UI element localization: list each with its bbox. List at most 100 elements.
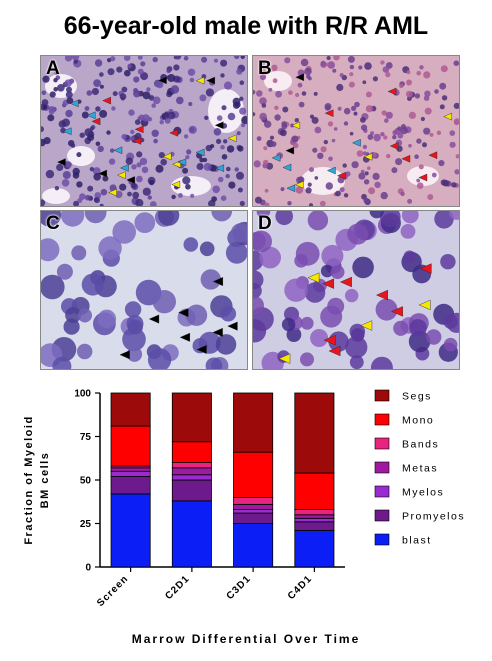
micrograph-panel-d: D — [252, 210, 460, 370]
cell-nucleus — [441, 95, 448, 101]
cell-marker-arrow — [62, 127, 72, 136]
cell-nucleus — [237, 187, 243, 193]
cell-nucleus — [408, 330, 431, 353]
cell-nucleus — [42, 104, 48, 110]
cell-nucleus — [171, 194, 176, 200]
cell-nucleus — [41, 211, 62, 227]
cell-nucleus — [152, 56, 158, 63]
cell-nucleus — [373, 133, 381, 142]
cell-nucleus — [89, 167, 95, 172]
cell-nucleus — [287, 201, 292, 206]
cell-nucleus — [372, 172, 380, 180]
micrograph-panel-c: C — [40, 210, 248, 370]
cell-nucleus — [199, 157, 205, 163]
cell-nucleus — [380, 60, 385, 65]
cell-nucleus — [97, 309, 117, 329]
legend-label: Bands — [402, 439, 439, 451]
cell-nucleus — [269, 135, 275, 140]
cell-nucleus — [236, 68, 243, 75]
cell-nucleus — [291, 135, 299, 143]
cell-marker-arrow — [282, 163, 292, 172]
cell-nucleus — [211, 211, 233, 222]
cell-nucleus — [253, 160, 261, 168]
cell-nucleus — [64, 56, 73, 62]
cell-marker-arrow — [323, 334, 336, 346]
cell-nucleus — [60, 211, 85, 227]
cell-nucleus — [183, 56, 189, 61]
cell-nucleus — [426, 329, 442, 345]
cell-marker-arrow — [286, 184, 296, 193]
cell-nucleus — [280, 129, 287, 137]
x-tick-label: C2D1 — [163, 573, 192, 602]
bar-segment — [294, 530, 335, 568]
cell-marker-arrow — [352, 139, 361, 147]
cell-nucleus — [85, 194, 91, 201]
cell-nucleus — [137, 68, 144, 75]
cell-nucleus — [239, 200, 245, 206]
cell-nucleus — [116, 66, 123, 73]
cell-nucleus — [362, 144, 368, 150]
cell-nucleus — [221, 105, 227, 111]
bar-segment — [171, 441, 212, 464]
cell-nucleus — [63, 318, 80, 335]
cell-nucleus — [57, 84, 65, 92]
panel-a-label: A — [46, 58, 60, 79]
cell-nucleus — [436, 130, 442, 135]
cell-nucleus — [241, 123, 246, 128]
cell-nucleus — [98, 236, 122, 260]
cell-nucleus — [41, 90, 47, 96]
cell-marker-arrow — [108, 188, 117, 197]
cell-nucleus — [52, 356, 72, 369]
cell-nucleus — [323, 139, 328, 145]
cell-nucleus — [347, 56, 355, 63]
cell-nucleus — [405, 90, 413, 98]
bar-segment — [171, 479, 212, 502]
cell-nucleus — [449, 141, 456, 148]
cell-nucleus — [136, 175, 143, 183]
cell-marker-arrow — [419, 263, 432, 274]
cell-marker-arrow — [271, 154, 281, 162]
cell-nucleus — [236, 171, 244, 180]
cell-nucleus — [239, 80, 245, 85]
cell-nucleus — [342, 163, 347, 168]
cell-marker-arrow — [126, 176, 135, 184]
cell-nucleus — [76, 181, 83, 188]
cell-nucleus — [111, 106, 116, 111]
cell-nucleus — [449, 130, 456, 136]
cell-marker-arrow — [389, 142, 399, 150]
cell-nucleus — [345, 288, 359, 303]
cell-nucleus — [372, 152, 377, 158]
cell-nucleus — [453, 102, 459, 109]
bar-segment — [233, 451, 274, 498]
cell-nucleus — [314, 176, 319, 180]
cell-nucleus — [375, 298, 398, 321]
cell-nucleus — [263, 146, 268, 151]
cell-nucleus — [298, 176, 305, 183]
cell-nucleus — [237, 145, 244, 152]
cell-nucleus — [347, 223, 369, 245]
cell-nucleus — [271, 64, 278, 71]
cell-marker-arrow — [214, 121, 224, 130]
cell-nucleus — [253, 231, 266, 250]
cell-nucleus — [124, 69, 131, 77]
cell-nucleus — [53, 87, 58, 92]
cell-nucleus — [220, 195, 227, 201]
cell-nucleus — [189, 77, 195, 83]
cell-nucleus — [127, 63, 132, 69]
cell-nucleus — [109, 148, 115, 153]
cell-nucleus — [204, 115, 209, 120]
cell-nucleus — [313, 91, 318, 96]
cell-nucleus — [99, 84, 104, 89]
cell-nucleus — [93, 79, 101, 87]
cell-nucleus — [173, 64, 180, 71]
y-axis-title: Fraction of Myeloid BM cells — [23, 415, 51, 544]
legend-swatch — [374, 389, 390, 402]
cell-nucleus — [361, 124, 368, 131]
cell-nucleus — [442, 179, 450, 187]
cell-marker-arrow — [339, 276, 352, 288]
cell-nucleus — [202, 157, 208, 163]
cell-nucleus — [151, 103, 156, 108]
cell-nucleus — [409, 319, 427, 337]
cell-marker-arrow — [360, 320, 373, 331]
cell-nucleus — [139, 157, 148, 166]
